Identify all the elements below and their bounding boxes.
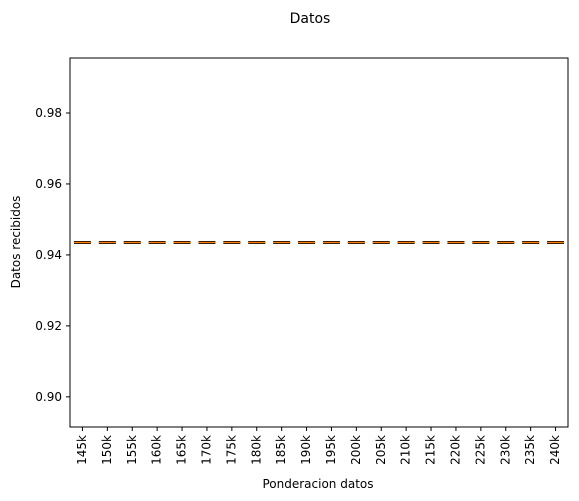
y-tick-label: 0.92 <box>35 319 62 333</box>
x-tick-label: 160k <box>150 435 164 465</box>
x-tick-label: 205k <box>374 435 388 465</box>
x-tick-label: 200k <box>349 435 363 465</box>
x-tick-label: 150k <box>100 435 114 465</box>
x-tick-label: 145k <box>75 435 89 465</box>
y-tick-label: 0.90 <box>35 390 62 404</box>
x-tick-label: 240k <box>548 435 562 465</box>
x-tick-label: 235k <box>523 435 537 465</box>
x-tick-label: 230k <box>498 435 512 465</box>
y-tick-label: 0.94 <box>35 248 62 262</box>
x-axis-label: Ponderacion datos <box>262 477 373 491</box>
x-tick-label: 175k <box>224 435 238 465</box>
y-axis-ticks: 0.90 0.92 0.94 0.96 0.98 <box>35 106 70 404</box>
x-tick-label: 215k <box>424 435 438 465</box>
x-tick-label: 180k <box>249 435 263 465</box>
y-tick-label: 0.98 <box>35 106 62 120</box>
x-tick-label: 210k <box>399 435 413 465</box>
x-tick-label: 155k <box>125 435 139 465</box>
y-tick-label: 0.96 <box>35 177 62 191</box>
x-tick-label: 165k <box>175 435 189 465</box>
x-tick-label: 190k <box>299 435 313 465</box>
x-tick-label: 225k <box>473 435 487 465</box>
x-tick-label: 170k <box>199 435 213 465</box>
x-tick-label: 195k <box>324 435 338 465</box>
chart-title: Datos <box>290 11 331 27</box>
x-tick-label: 220k <box>448 435 462 465</box>
x-tick-label: 185k <box>274 435 288 465</box>
x-axis-ticks: 145k 150k 155k 160k 165k 170k 175k 180k 185k 190k… <box>75 427 562 465</box>
plot-area-frame <box>69 57 569 428</box>
y-axis-label: Datos recibidos <box>9 196 23 289</box>
